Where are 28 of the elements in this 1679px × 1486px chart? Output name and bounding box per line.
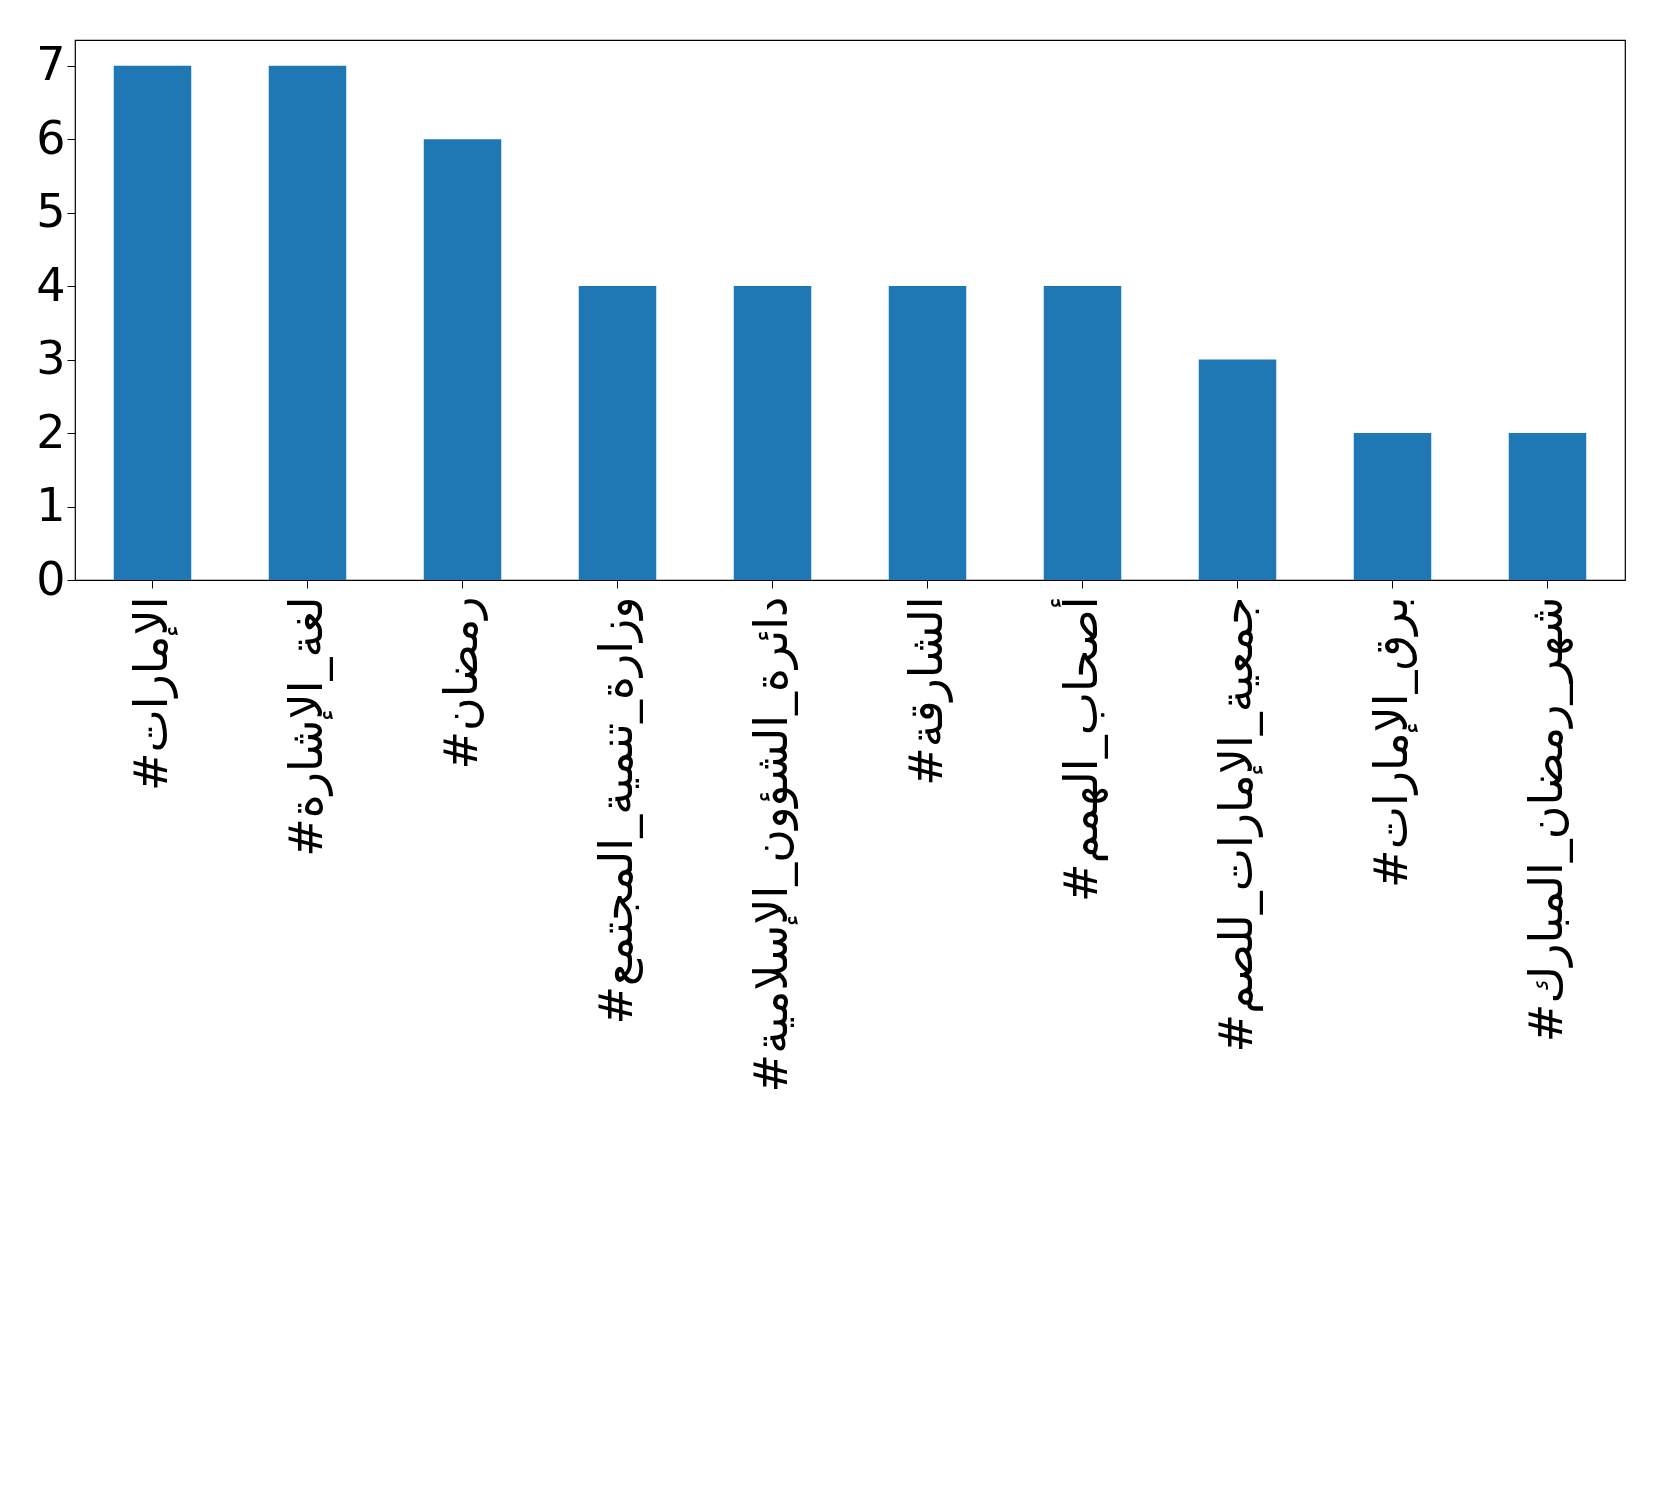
y-tick-label: 5 <box>36 184 66 239</box>
x-tick-label: #دائرة_الشؤون_الإسلامية <box>743 596 799 1093</box>
bar <box>578 286 657 580</box>
x-tick-label: #شهر_رمضان_المبارك <box>1518 596 1574 1043</box>
y-tick-label: 1 <box>36 478 66 533</box>
bar <box>113 65 192 580</box>
bar <box>1198 359 1277 580</box>
x-tick-label: #رمضان <box>433 596 488 770</box>
bar <box>733 286 812 580</box>
x-tick-label: #وزارة_تنمية_المجتمع <box>588 596 644 1025</box>
y-tick-label: 7 <box>36 37 66 92</box>
x-tick-label: #الإمارات <box>123 596 178 792</box>
y-tick-label: 0 <box>36 551 66 606</box>
bar <box>268 65 347 580</box>
bar <box>1508 433 1587 580</box>
y-tick-label: 2 <box>36 404 66 459</box>
x-tick-label: #لغة_الإشارة <box>278 596 333 857</box>
x-tick-label: #برق_الإمارات <box>1363 596 1419 888</box>
y-tick-label: 3 <box>36 331 66 386</box>
y-tick-label: 4 <box>36 257 66 312</box>
bar <box>1043 286 1122 580</box>
y-tick-label: 6 <box>36 110 66 165</box>
bar <box>423 139 502 580</box>
bar <box>888 286 967 580</box>
x-tick-label: #الشارقة <box>898 596 953 786</box>
x-tick-label: #جمعية_الإمارات_للصم <box>1208 596 1263 1053</box>
x-tick-label: #أصحاب_الهمم <box>1050 596 1108 903</box>
bar <box>1353 433 1432 580</box>
